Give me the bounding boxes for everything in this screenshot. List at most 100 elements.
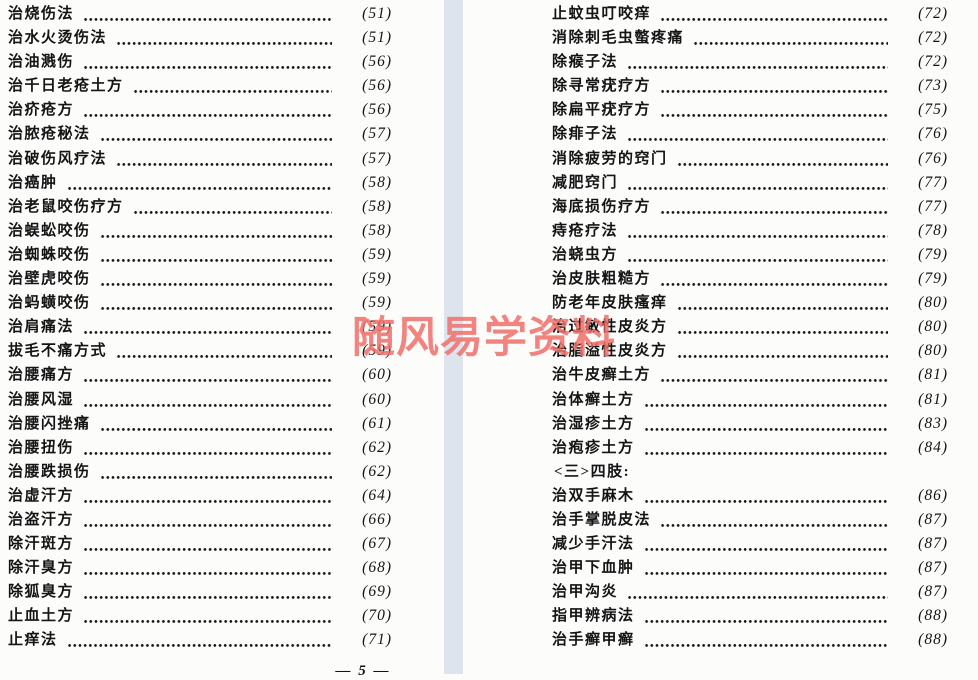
toc-entry: 治甲下血肿 (87) xyxy=(552,556,948,581)
page-number: (57) xyxy=(362,125,392,143)
dot-leader xyxy=(676,146,888,171)
page-number: (62) xyxy=(362,462,392,480)
dot-leader xyxy=(643,628,888,653)
toc-entry: 治手掌脱皮法 (87) xyxy=(552,507,948,533)
dot-leader xyxy=(99,267,332,292)
toc-entry-title: 除瘊子法 xyxy=(552,54,619,71)
page-number: (58) xyxy=(362,173,392,191)
toc-entry: 治手癣甲癣 (88) xyxy=(552,628,948,653)
page-number: (77) xyxy=(918,197,948,215)
page-number: (59) xyxy=(362,318,392,336)
page-number: (88) xyxy=(918,631,948,649)
toc-entry-title: 海底损伤疗方 xyxy=(552,198,652,215)
dot-leader xyxy=(83,315,332,340)
page-number: (79) xyxy=(918,270,948,288)
dot-leader xyxy=(83,363,332,388)
toc-entry-title: 止痒法 xyxy=(8,632,58,649)
dot-leader xyxy=(83,387,332,412)
toc-entry-title: 治疥疮方 xyxy=(8,102,75,119)
page-number: (78) xyxy=(918,221,948,239)
dot-leader xyxy=(116,146,332,171)
toc-entry-title: 治蚂蟥咬伤 xyxy=(8,295,91,312)
toc-entry-title: 治脂溢性皮炎方 xyxy=(552,343,668,360)
dot-leader xyxy=(99,122,332,147)
toc-entry: 除汗斑方 (67) xyxy=(8,532,392,557)
dot-leader xyxy=(83,2,332,27)
section-heading: <三>四肢: xyxy=(554,463,631,480)
dot-leader xyxy=(660,194,888,219)
dot-leader xyxy=(627,50,888,75)
toc-entry: 治油溅伤 (56) xyxy=(8,50,392,75)
page-number: (59) xyxy=(362,294,392,312)
toc-entry: 治腰风湿 (60) xyxy=(8,387,392,412)
toc-entry: 治千日老疮土方 (56) xyxy=(8,74,392,99)
toc-entry: 治蜘蛛咬伤 (59) xyxy=(8,242,392,268)
toc-entry: 治脓疮秘法 (57) xyxy=(8,122,392,147)
dot-leader xyxy=(83,98,332,123)
toc-entry: 治破伤风疗法 (57) xyxy=(8,146,392,171)
toc-entry-title: 治盗汗方 xyxy=(8,511,75,528)
page-gutter xyxy=(444,0,463,674)
page-number: (73) xyxy=(918,77,948,95)
dot-leader xyxy=(643,532,888,557)
toc-entry: 治甲沟炎 (87) xyxy=(552,580,948,605)
toc-entry-title: 拔毛不痛方式 xyxy=(8,343,108,360)
toc-entry-title: 治湿疹土方 xyxy=(552,415,635,432)
page-number: (75) xyxy=(918,101,948,119)
toc-entry: 痔疮疗法 (78) xyxy=(552,218,948,243)
dot-leader xyxy=(627,580,888,605)
dot-leader xyxy=(83,532,332,557)
toc-entry: 治肩痛法 (59) xyxy=(8,315,392,340)
page-number: (79) xyxy=(918,245,948,263)
page-number: (70) xyxy=(362,607,392,625)
toc-entry: 治壁虎咬伤 (59) xyxy=(8,267,392,292)
page-number: (59) xyxy=(362,245,392,263)
toc-entry-title: 治腰痛方 xyxy=(8,367,75,384)
toc-entry: 治烧伤法 (51) xyxy=(8,2,392,27)
page-number: (83) xyxy=(918,414,948,432)
toc-entry: 消除刺毛虫螫疼痛 (72) xyxy=(552,26,948,51)
toc-entry-title: 治蜘蛛咬伤 xyxy=(8,246,91,263)
toc-entry-title: 除扁平疣疗方 xyxy=(552,102,652,119)
toc-entry: 除狐臭方 (69) xyxy=(8,580,392,605)
toc-entry-title: 治千日老疮土方 xyxy=(8,78,124,95)
toc-entry: 治皮肤粗糙方 (79) xyxy=(552,267,948,292)
toc-entry-title: 治虚汗方 xyxy=(8,487,75,504)
toc-entry: 治双手麻木 (86) xyxy=(552,483,948,508)
page-number: (58) xyxy=(362,221,392,239)
toc-entry-title: 治蜈蚣咬伤 xyxy=(8,222,91,239)
toc-entry-title: 治腰跌损伤 xyxy=(8,463,91,480)
toc-entry: 指甲辨病法 (88) xyxy=(552,604,948,629)
toc-entry-title: 消除疲劳的窍门 xyxy=(552,150,668,167)
toc-entry-title: 治腰风湿 xyxy=(8,391,75,408)
toc-entry-title: 治手掌脱皮法 xyxy=(552,511,652,528)
toc-entry: 止痒法 (71) xyxy=(8,628,392,653)
page-number: (72) xyxy=(918,29,948,47)
toc-entry: 治腰扭伤 (62) xyxy=(8,435,392,460)
page-number: (81) xyxy=(918,390,948,408)
toc-entry: 治腰跌损伤 (62) xyxy=(8,459,392,484)
dot-leader xyxy=(116,26,332,51)
dot-leader xyxy=(132,194,332,219)
toc-entry-title: 止血土方 xyxy=(8,608,75,625)
page-number: (86) xyxy=(918,486,948,504)
page-number: (56) xyxy=(362,53,392,71)
dot-leader xyxy=(83,435,332,460)
toc-entry: 止血土方 (70) xyxy=(8,604,392,629)
footer-page-number: — 5 — xyxy=(335,663,391,679)
dot-leader xyxy=(627,218,888,243)
dot-leader xyxy=(693,26,888,51)
dot-leader xyxy=(643,604,888,629)
toc-entry: 防老年皮肤瘙痒 (80) xyxy=(552,291,948,316)
toc-entry-title: 除汗臭方 xyxy=(8,560,75,577)
toc-entry: 减肥窍门 (77) xyxy=(552,170,948,195)
page-number: (69) xyxy=(362,583,392,601)
page-number: (76) xyxy=(918,125,948,143)
toc-entry: 除瘊子法 (72) xyxy=(552,50,948,75)
toc-entry-title: 治肩痛法 xyxy=(8,319,75,336)
page-number: (51) xyxy=(362,5,392,22)
toc-entry-title: 治癌肿 xyxy=(8,174,58,191)
page-number: (60) xyxy=(362,366,392,384)
dot-leader xyxy=(627,122,888,147)
toc-entry: 止蚊虫叮咬痒 (72) xyxy=(552,2,948,27)
